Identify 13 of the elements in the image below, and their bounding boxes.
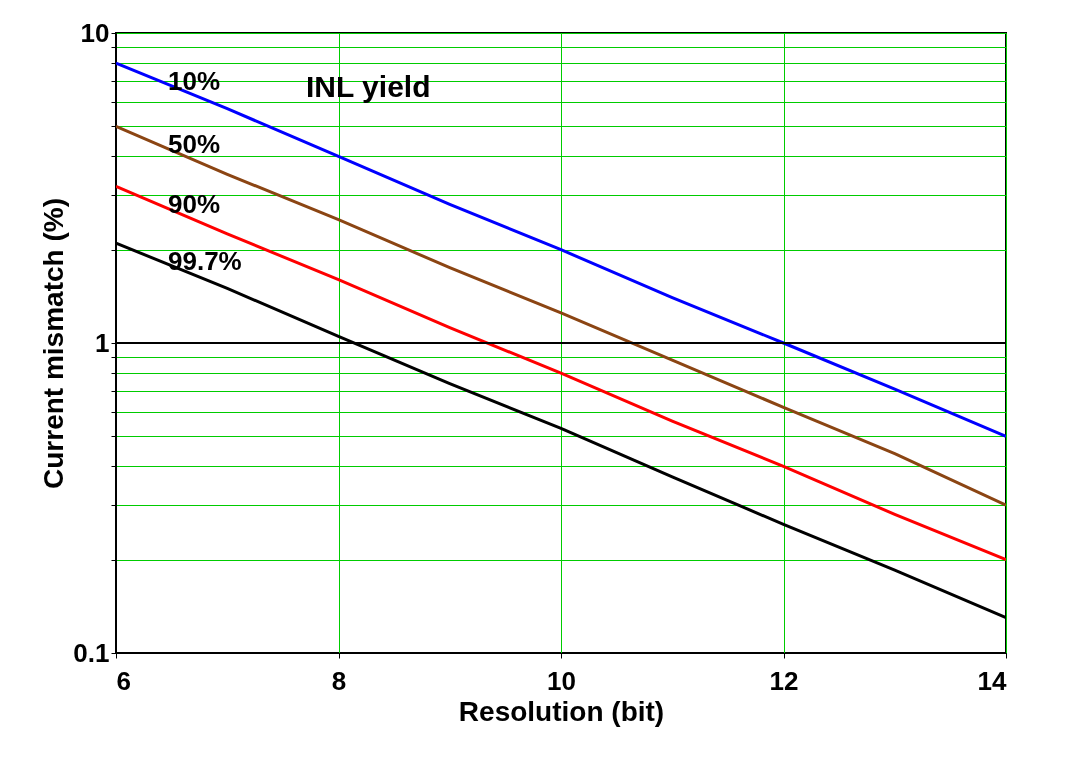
y-tick-label: 0.1: [73, 637, 110, 668]
y-axis-title: Current mismatch (%): [38, 198, 70, 489]
y-tick-label: 10: [80, 17, 110, 48]
x-tick-label: 8: [331, 665, 347, 696]
series-label: 50%: [168, 129, 221, 160]
series-label: 99.7%: [168, 246, 242, 277]
x-tick-label: 6: [116, 665, 131, 696]
x-axis-title: Resolution (bit): [458, 695, 665, 727]
x-tick-label: 10: [547, 665, 576, 696]
series-label: 90%: [168, 189, 221, 220]
y-tick-label: 1: [95, 327, 110, 358]
x-tick-label: 12: [769, 665, 799, 696]
x-tick-label: 14: [977, 665, 1008, 696]
